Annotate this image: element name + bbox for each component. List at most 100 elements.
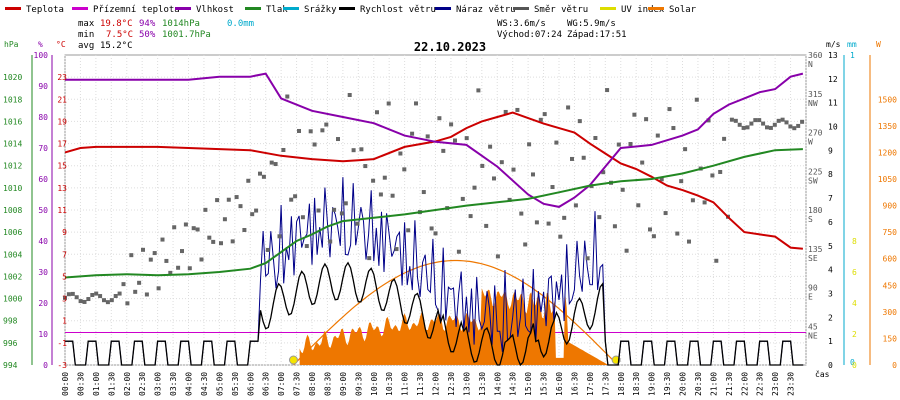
tick-x: 06:00	[246, 372, 255, 396]
direction-point	[534, 220, 539, 225]
direction-point	[796, 123, 801, 128]
direction-point	[308, 129, 313, 134]
direction-point	[199, 257, 204, 262]
direction-point	[222, 217, 227, 222]
direction-point	[82, 299, 87, 304]
stat-sunrise: Východ:07:24	[497, 30, 562, 40]
direction-point	[172, 225, 177, 230]
tick-x: 08:00	[308, 372, 317, 396]
wind-speed-line	[65, 261, 804, 367]
direction-point	[523, 242, 528, 247]
direction-point	[304, 244, 309, 249]
direction-point	[765, 125, 769, 130]
direction-point	[109, 298, 114, 303]
tick-x: 22:30	[756, 372, 765, 396]
direction-point	[768, 125, 773, 130]
tick-uv: 4	[852, 299, 857, 308]
tick-uv: 2	[852, 330, 857, 339]
tick-hpa: 1004	[3, 250, 22, 259]
tick-x: 01:30	[107, 372, 116, 396]
direction-point	[414, 101, 418, 106]
tick-pct: 30	[38, 268, 48, 277]
tick-temp: 23	[57, 73, 67, 82]
direction-point	[476, 88, 481, 93]
direction-point	[519, 211, 524, 216]
grid	[64, 54, 807, 366]
direction-point	[480, 163, 485, 168]
direction-point	[542, 112, 547, 117]
data-lines	[64, 72, 804, 279]
tick-x: 15:00	[524, 372, 533, 396]
tick-dir-label: E	[808, 293, 813, 302]
stat-min-label: min	[78, 30, 94, 40]
stat-max-press: 1014hPa	[162, 19, 200, 29]
tick-temp: 1	[62, 317, 67, 326]
direction-point	[230, 239, 235, 244]
direction-point	[640, 160, 645, 165]
direction-point	[601, 170, 606, 175]
direction-point	[367, 256, 372, 261]
tick-hpa: 1014	[3, 140, 22, 149]
series-tlak	[64, 148, 803, 279]
direction-point	[538, 117, 543, 122]
legend-swatch	[5, 7, 21, 10]
direction-point	[183, 222, 188, 227]
direction-point	[164, 258, 169, 263]
tick-x: 01:00	[92, 372, 101, 396]
axis-unit-temp: °C	[56, 40, 66, 49]
direction-point	[800, 119, 805, 124]
direction-point	[749, 121, 754, 126]
tick-hpa: 1016	[3, 117, 22, 126]
direction-point	[86, 297, 91, 302]
direction-point	[378, 192, 383, 197]
direction-point	[347, 93, 352, 98]
tick-ms: 7	[828, 194, 833, 203]
direction-point	[215, 198, 220, 203]
tick-x: 04:00	[185, 372, 194, 396]
tick-x: 12:30	[447, 372, 456, 396]
tick-ms: 1	[828, 337, 833, 346]
direction-point	[745, 125, 750, 130]
axis-label-x: čas	[815, 369, 830, 379]
direction-point	[792, 126, 797, 131]
tick-x: 07:00	[277, 372, 286, 396]
direction-point	[425, 134, 430, 139]
direction-point	[550, 185, 555, 190]
tick-temp: 7	[62, 250, 67, 259]
tick-x: 20:30	[694, 372, 703, 396]
direction-point	[406, 228, 411, 233]
tick-x: 22:00	[740, 372, 749, 396]
tick-ms: 0	[828, 361, 833, 370]
direction-point	[722, 136, 727, 141]
direction-point	[265, 247, 270, 252]
direction-point	[492, 176, 496, 181]
direction-point	[324, 122, 329, 127]
direction-point	[176, 265, 181, 270]
tick-x: 16:00	[555, 372, 564, 396]
tick-x: 15:30	[540, 372, 549, 396]
direction-point	[737, 122, 742, 127]
tick-temp: 9	[62, 228, 67, 237]
direction-point	[63, 295, 67, 300]
tick-ms: 9	[828, 146, 833, 155]
tick-ms: 8	[828, 170, 833, 179]
tick-w: 750	[883, 228, 898, 237]
direction-point	[527, 142, 532, 147]
direction-point	[258, 171, 262, 176]
tick-w: 300	[883, 308, 898, 317]
direction-point	[628, 142, 633, 147]
direction-point	[152, 251, 157, 256]
direction-point	[402, 167, 407, 172]
direction-point	[605, 88, 610, 93]
tick-temp: 13	[57, 184, 67, 193]
direction-point	[70, 291, 75, 296]
direction-point	[250, 212, 255, 217]
direction-point	[433, 231, 438, 236]
direction-point	[515, 107, 520, 112]
direction-point	[616, 142, 621, 147]
direction-point	[254, 208, 259, 213]
direction-point	[464, 136, 469, 141]
tick-pct: 100	[34, 51, 49, 60]
direction-point	[659, 177, 664, 182]
